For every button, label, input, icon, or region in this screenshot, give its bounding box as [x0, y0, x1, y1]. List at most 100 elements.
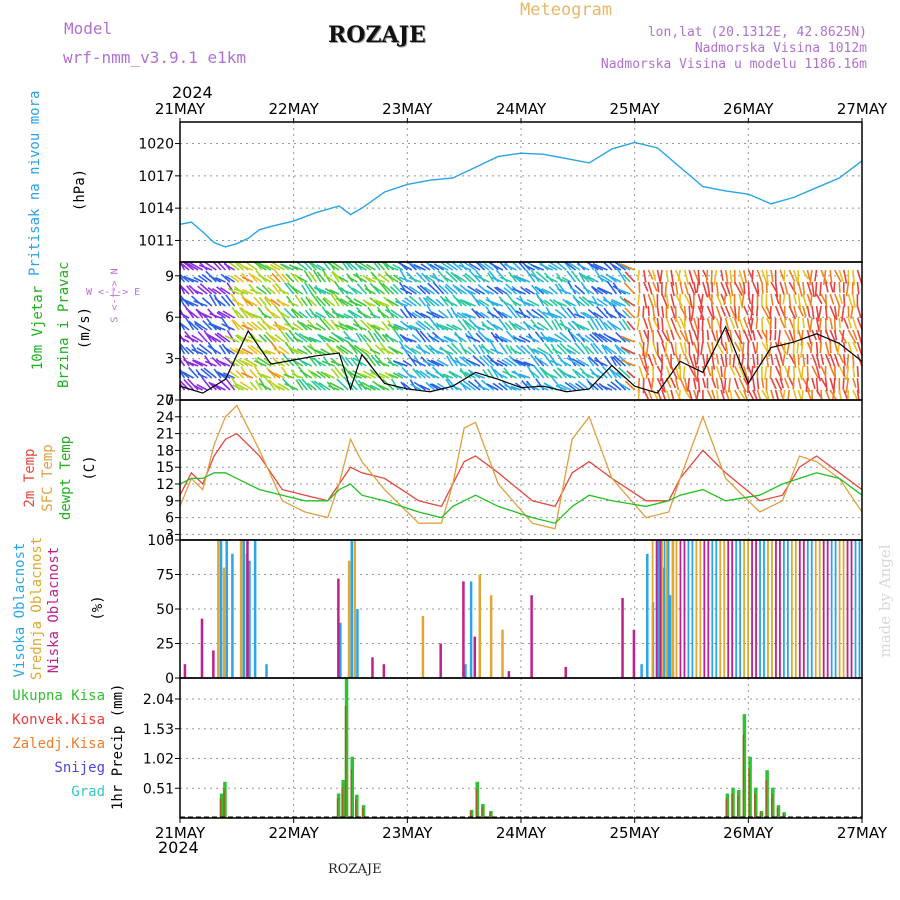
wind-barb: [519, 373, 531, 379]
wind-barb: [525, 269, 536, 283]
wind-barb: [378, 281, 390, 295]
wind-barb: [786, 365, 791, 378]
wind-barb: [301, 378, 313, 391]
footer-station: ROZAJE: [328, 862, 382, 877]
wind-barb: [287, 300, 299, 307]
wind-barb: [838, 269, 844, 282]
wind-barb: [419, 330, 431, 343]
legend-conv: Konvek.Kisa: [12, 712, 105, 728]
wind-barb: [224, 346, 235, 355]
wind-barb: [458, 381, 472, 391]
wind-barb: [715, 293, 723, 306]
wind-barb: [407, 261, 422, 271]
wind-barb: [518, 335, 531, 343]
wind-barb: [747, 305, 755, 316]
wind-barb: [357, 310, 372, 319]
wind-barb: [196, 383, 208, 391]
wind-barb: [788, 305, 797, 320]
wind-barb: [328, 385, 340, 391]
wind-barb: [761, 389, 769, 401]
wind-barb: [638, 365, 645, 379]
precip-bar: [489, 811, 493, 818]
wind-barb: [183, 378, 195, 391]
cloud-bar-overcast: [818, 540, 821, 678]
wind-barb: [276, 323, 290, 331]
wind-barb: [185, 307, 199, 319]
wind-barb: [184, 335, 199, 343]
precip-conv-bar: [219, 798, 222, 818]
wind-barb: [833, 305, 838, 321]
wind-barb: [427, 359, 440, 367]
wind-barb: [486, 383, 499, 391]
wind-barb: [235, 359, 245, 367]
wind-barb: [756, 269, 763, 284]
cloud-bar-overcast: [755, 540, 757, 678]
wind-barb: [424, 344, 436, 355]
wind-barb: [339, 344, 354, 355]
x-tick-label-top: 21MAY: [155, 100, 206, 118]
wind-barb: [531, 308, 545, 319]
wind-barb: [512, 288, 526, 295]
wind-barb: [189, 261, 204, 271]
wind-barb: [774, 341, 782, 356]
wind-barb: [647, 281, 653, 295]
cloud-bar-high: [668, 595, 672, 678]
wind-barb: [614, 344, 627, 355]
wind-barb: [574, 342, 586, 355]
wind-barb: [445, 270, 458, 283]
wind-barb: [410, 383, 422, 391]
wind-barb: [498, 342, 509, 355]
wind-barb: [661, 317, 664, 331]
wind-barb: [430, 347, 445, 355]
wind-barb: [856, 389, 860, 401]
wind-barb: [724, 305, 731, 318]
wind-barb: [622, 273, 631, 283]
cloud-bar-high: [464, 664, 467, 678]
wind-barb: [684, 389, 693, 401]
precip-bar: [742, 714, 747, 818]
wind-barb: [208, 294, 218, 307]
wind-barb: [843, 317, 850, 330]
wind-barb: [374, 329, 386, 343]
wind-barb: [733, 329, 743, 345]
precip-bar: [344, 678, 349, 818]
wind-barb: [511, 370, 526, 379]
wind-barb: [846, 365, 850, 381]
wind-barb: [665, 329, 671, 344]
wind-barb: [856, 269, 863, 285]
wind-barb: [315, 322, 326, 331]
wind-barb: [647, 317, 654, 334]
wind-barb: [747, 389, 755, 401]
wind-barb: [820, 353, 825, 365]
wind-barb: [700, 341, 704, 356]
wind-barb: [369, 313, 381, 319]
wind-barb: [291, 286, 304, 295]
wind-barb: [454, 333, 467, 343]
wind-barb: [347, 309, 358, 319]
wind-barb: [724, 329, 731, 343]
wind-barb: [429, 263, 440, 271]
wind-barb: [688, 329, 694, 346]
wind-barb: [316, 263, 326, 271]
wind-barb: [203, 367, 217, 379]
wind-barb: [756, 281, 760, 295]
wind-barb: [679, 377, 687, 392]
wind-barb: [688, 317, 695, 331]
wind-barb: [611, 356, 622, 367]
wind-barb: [445, 378, 454, 391]
wind-barb: [792, 377, 795, 390]
wind-barb: [711, 341, 715, 356]
wind-barb: [774, 305, 781, 317]
wind-barb: [489, 262, 504, 271]
wind-barb: [266, 274, 276, 283]
wind-barb: [220, 295, 231, 307]
wind-barb: [645, 365, 650, 379]
wind-barb: [253, 296, 263, 307]
wind-barb: [770, 353, 774, 366]
wind-barb: [852, 317, 858, 330]
wind-barb: [323, 318, 336, 331]
wind-barb: [797, 281, 803, 297]
wind-barb: [670, 281, 675, 297]
precip-bar: [725, 793, 730, 818]
wind-barb: [793, 293, 797, 305]
